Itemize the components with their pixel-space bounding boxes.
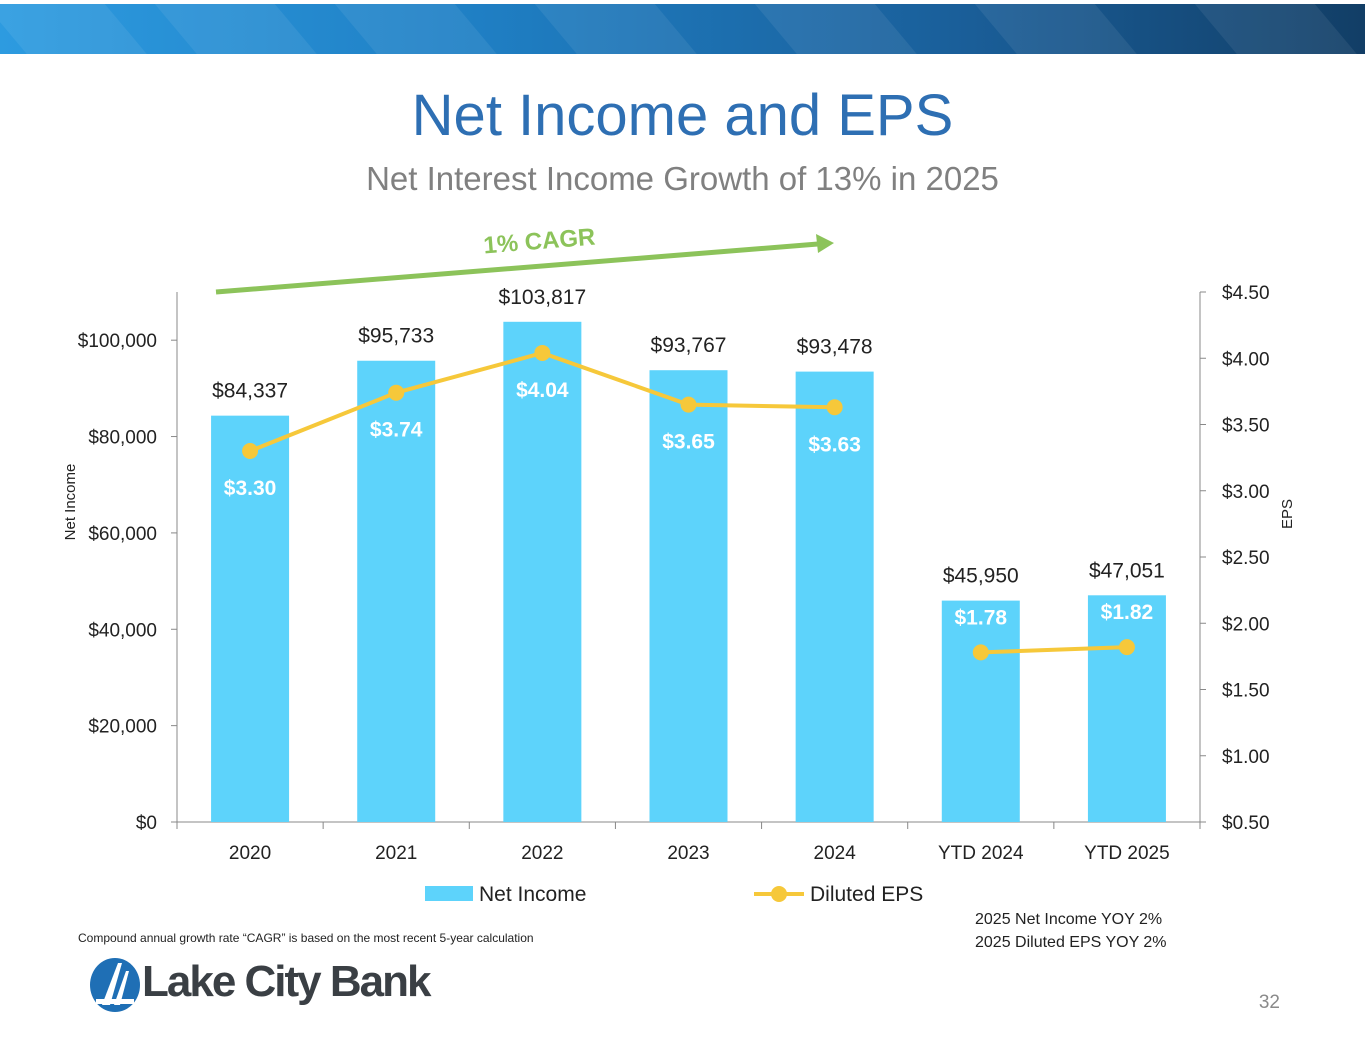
legend-eps-marker: [771, 886, 787, 902]
right-tick-label: $3.50: [1222, 416, 1270, 437]
logo-emblem-icon: [90, 958, 140, 1012]
left-tick-label: $100,000: [78, 331, 157, 352]
right-tick-label: $2.50: [1222, 548, 1270, 569]
logo-text: Lake City Bank: [142, 957, 431, 1006]
diluted-eps-point: [680, 396, 697, 413]
diluted-eps-data-label: $1.82: [1101, 601, 1154, 624]
legend-eps-label: Diluted EPS: [810, 883, 923, 906]
cagr-arrow-line: [215, 241, 819, 295]
lake-city-bank-logo: Lake City Bank: [88, 955, 431, 1019]
right-tick-label: $0.50: [1222, 813, 1270, 834]
left-tick-label: $0: [136, 813, 157, 834]
net-income-data-label: $95,733: [358, 325, 434, 348]
diluted-eps-data-label: $1.78: [955, 606, 1008, 629]
net-income-data-label: $45,950: [943, 565, 1019, 588]
diluted-eps-line: [980, 645, 1128, 655]
right-tick-label: $1.00: [1222, 747, 1270, 768]
cagr-arrowhead-icon: [816, 234, 834, 253]
diluted-eps-point: [388, 384, 405, 401]
diluted-eps-data-label: $4.04: [516, 379, 569, 402]
diluted-eps-point: [534, 344, 551, 361]
x-tick-label: YTD 2025: [1084, 843, 1170, 864]
net-income-bar: [795, 371, 874, 822]
y-axis-title: Net Income: [62, 464, 79, 541]
net-income-data-label: $84,337: [212, 380, 288, 403]
diluted-eps-data-label: $3.65: [662, 431, 715, 454]
diluted-eps-data-label: $3.74: [370, 419, 423, 442]
net-income-bar: [357, 360, 436, 822]
right-tick-label: $4.00: [1222, 349, 1270, 370]
right-tick-label: $1.50: [1222, 681, 1270, 702]
net-income-data-label: $93,478: [797, 336, 873, 359]
x-tick-label: 2020: [229, 843, 271, 864]
cagr-footnote: Compound annual growth rate “CAGR” is ba…: [78, 931, 534, 945]
page-number: 32: [1258, 992, 1280, 1013]
left-tick-label: $20,000: [88, 717, 157, 738]
diluted-eps-point: [972, 644, 989, 661]
yoy-summary: 2025 Net Income YOY 2% 2025 Diluted EPS …: [975, 908, 1167, 954]
slide-subtitle: Net Interest Income Growth of 13% in 202…: [366, 160, 999, 197]
right-tick-label: $4.50: [1222, 283, 1270, 304]
x-tick-label: YTD 2024: [938, 843, 1024, 864]
x-tick-label: 2023: [667, 843, 709, 864]
net-income-data-label: $103,817: [499, 286, 587, 309]
slide-title: Net Income and EPS: [411, 83, 954, 148]
net-income-bar: [211, 415, 290, 822]
left-tick-label: $80,000: [88, 428, 157, 449]
diluted-eps-point: [1118, 639, 1135, 656]
x-tick-label: 2024: [814, 843, 857, 864]
diluted-eps-data-label: $3.63: [808, 433, 861, 456]
x-tick-label: 2022: [521, 843, 563, 864]
diluted-eps-data-label: $3.30: [224, 477, 277, 500]
net-income-bar: [941, 600, 1020, 822]
legend-net-income-swatch: [425, 886, 473, 901]
net-income-data-label: $93,767: [651, 334, 727, 357]
yoy-net-income: 2025 Net Income YOY 2%: [975, 911, 1163, 928]
x-tick-label: 2021: [375, 843, 417, 864]
diluted-eps-point: [826, 399, 843, 416]
y2-axis-title: EPS: [1279, 499, 1296, 529]
legend-net-income-label: Net Income: [479, 883, 586, 906]
diluted-eps-point: [242, 443, 259, 459]
left-tick-label: $40,000: [88, 620, 157, 641]
header-banner: [0, 4, 1365, 54]
net-income-bar: [649, 370, 728, 822]
net-income-bar: [1087, 595, 1166, 822]
left-tick-label: $60,000: [88, 524, 157, 545]
cagr-label: 1% CAGR: [482, 224, 596, 260]
right-tick-label: $3.00: [1222, 482, 1270, 503]
right-tick-label: $2.00: [1222, 614, 1270, 635]
net-income-data-label: $47,051: [1089, 559, 1165, 582]
net-income-bar: [503, 321, 582, 822]
yoy-diluted-eps: 2025 Diluted EPS YOY 2%: [975, 934, 1167, 951]
